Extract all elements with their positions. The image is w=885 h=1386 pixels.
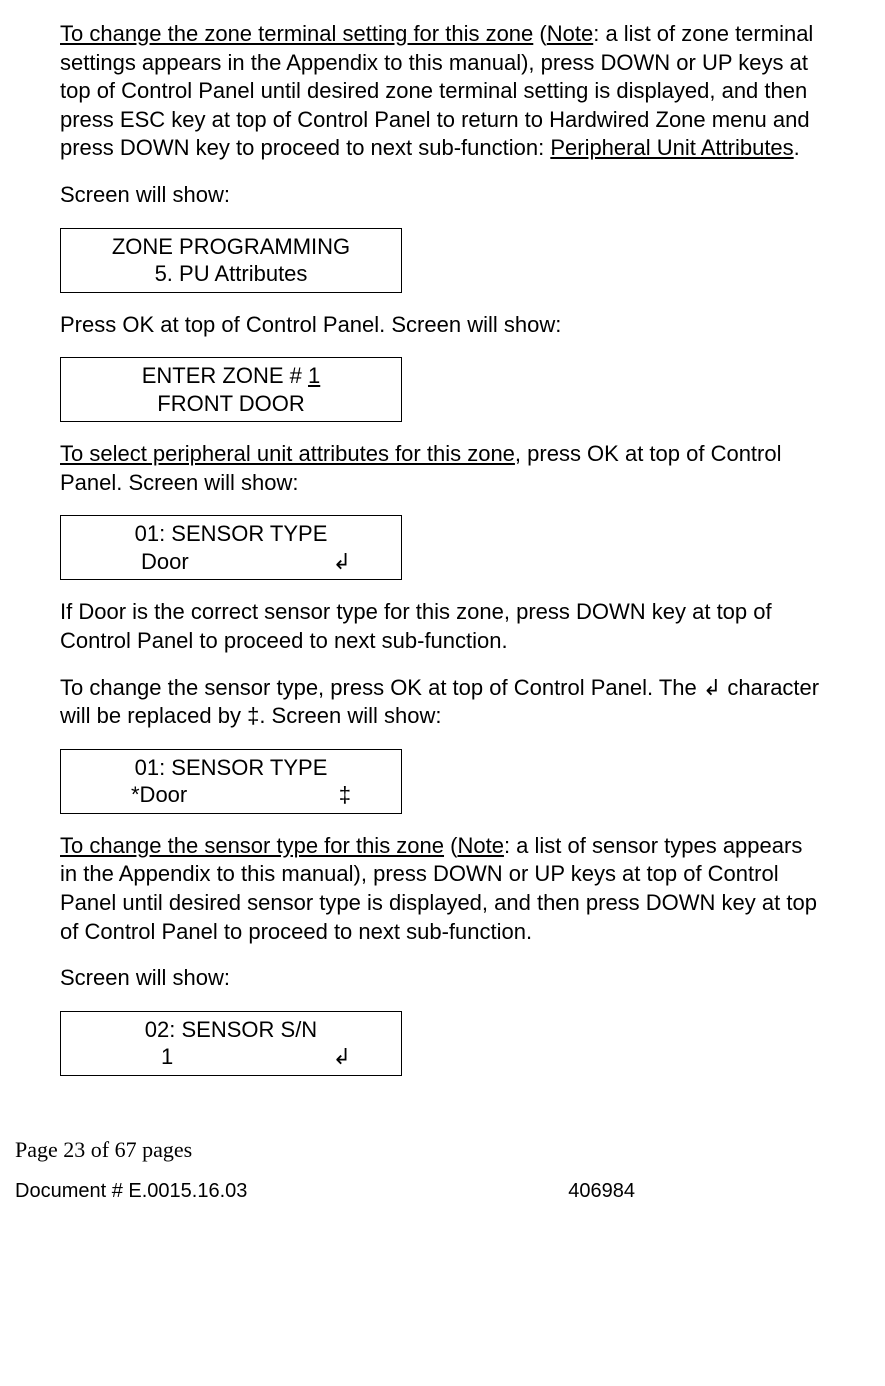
double-dagger-icon: ‡ <box>339 781 351 809</box>
paragraph: To change the zone terminal setting for … <box>60 20 820 163</box>
screen-line: 1 ↲ <box>61 1043 401 1071</box>
screen-line: 01: SENSOR TYPE <box>61 754 401 782</box>
text: To change the zone terminal setting for … <box>60 21 533 46</box>
screen-line: 02: SENSOR S/N <box>61 1016 401 1044</box>
screen-display: 01: SENSOR TYPE *Door ‡ <box>60 749 402 814</box>
text: To select peripheral unit attributes for… <box>60 441 515 466</box>
paragraph: Screen will show: <box>60 181 820 210</box>
screen-line: ZONE PROGRAMMING <box>61 233 401 261</box>
paragraph: To change the sensor type, press OK at t… <box>60 674 820 731</box>
enter-icon: ↲ <box>333 548 351 576</box>
text: Note <box>547 21 593 46</box>
text: Peripheral Unit Attributes <box>550 135 793 160</box>
text: 1 <box>161 1043 173 1071</box>
paragraph: To select peripheral unit attributes for… <box>60 440 820 497</box>
text: 1 <box>308 363 320 388</box>
screen-line: ENTER ZONE # 1 <box>61 362 401 390</box>
paragraph: To change the sensor type for this zone … <box>60 832 820 946</box>
enter-icon: ↲ <box>333 1043 351 1071</box>
text: Door <box>141 548 189 576</box>
document-number: Document # E.0015.16.03 <box>15 1178 247 1204</box>
screen-line: 5. PU Attributes <box>61 260 401 288</box>
screen-line: FRONT DOOR <box>61 390 401 418</box>
screen-display: 02: SENSOR S/N 1 ↲ <box>60 1011 402 1076</box>
text: . <box>794 135 800 160</box>
text: ( <box>533 21 546 46</box>
paragraph: Screen will show: <box>60 964 820 993</box>
text: Note <box>457 833 503 858</box>
text: To change the sensor type for this zone <box>60 833 444 858</box>
page-number: Page 23 of 67 pages <box>15 1136 855 1165</box>
paragraph: Press OK at top of Control Panel. Screen… <box>60 311 820 340</box>
screen-display: ZONE PROGRAMMING 5. PU Attributes <box>60 228 402 293</box>
doc-id: 406984 <box>568 1178 635 1204</box>
text: ( <box>444 833 457 858</box>
text: *Door <box>131 781 187 809</box>
screen-line: 01: SENSOR TYPE <box>61 520 401 548</box>
screen-display: ENTER ZONE # 1 FRONT DOOR <box>60 357 402 422</box>
paragraph: If Door is the correct sensor type for t… <box>60 598 820 655</box>
screen-line: *Door ‡ <box>61 781 401 809</box>
screen-line: Door ↲ <box>61 548 401 576</box>
screen-display: 01: SENSOR TYPE Door ↲ <box>60 515 402 580</box>
text: ENTER ZONE # <box>142 363 308 388</box>
